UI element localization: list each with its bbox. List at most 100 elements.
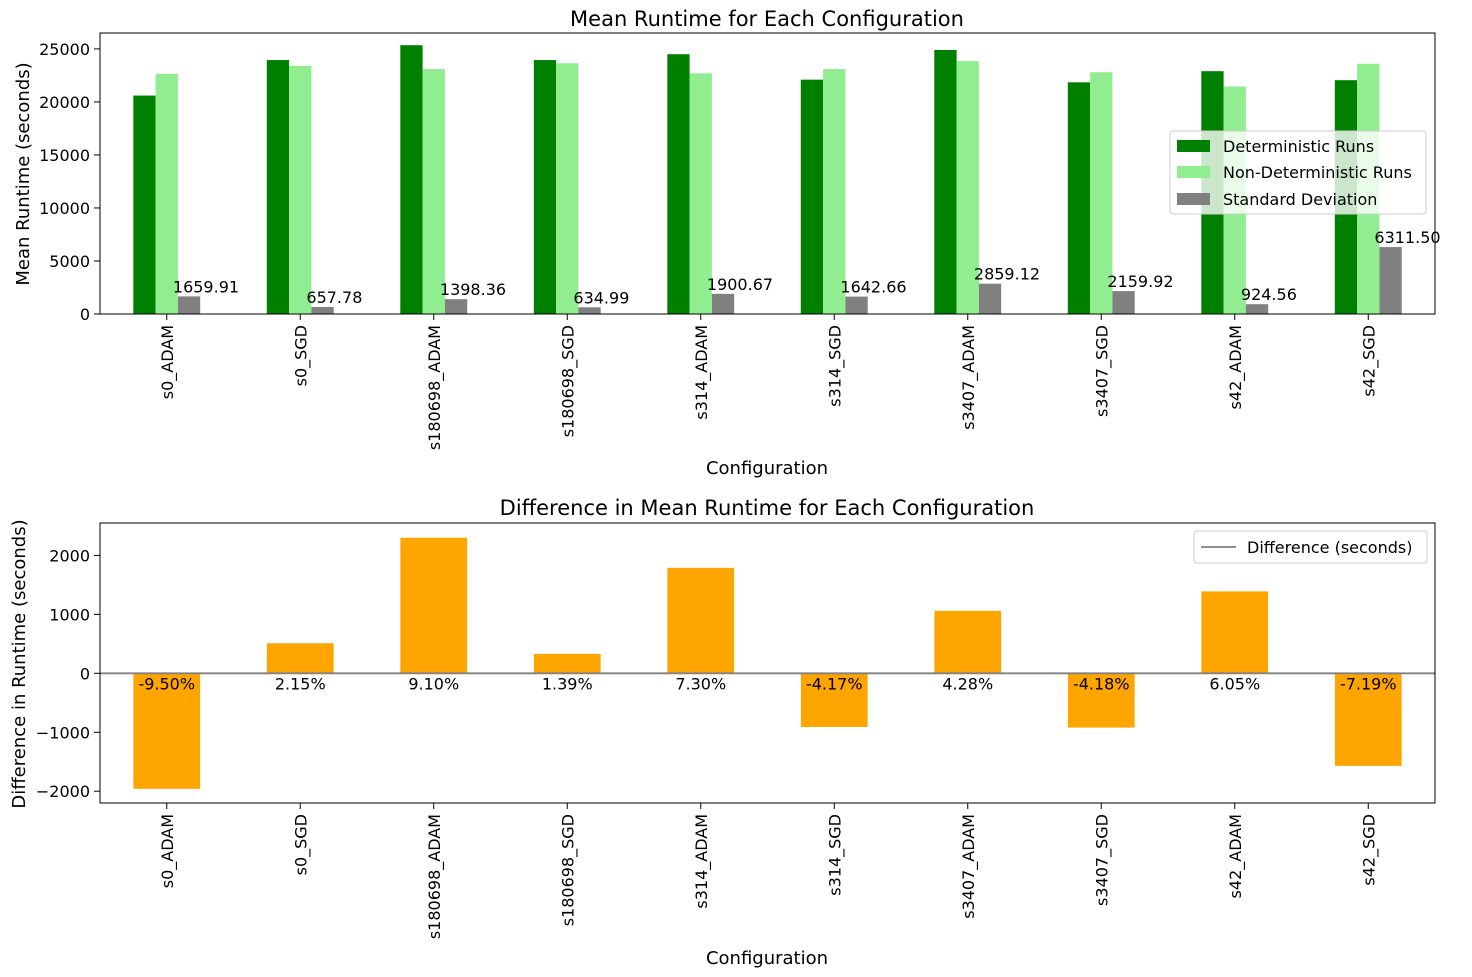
bar-non-deterministic [289, 65, 312, 314]
bar-non-deterministic [823, 69, 846, 315]
difference-bar [934, 610, 1002, 674]
bar-std-dev [578, 307, 601, 314]
x-tick-label: s314_SGD [825, 325, 845, 407]
percent-difference-label: 2.15% [275, 674, 326, 693]
bar-deterministic [400, 45, 423, 315]
x-tick-label: s3407_ADAM [959, 325, 979, 430]
y-tick-label: 20000 [39, 93, 90, 112]
y-tick-label: 25000 [39, 40, 90, 59]
x-tick-label: s314_SGD [825, 814, 845, 896]
bar-non-deterministic [956, 61, 979, 314]
difference-y-ticks: −2000 −1000 0 1000 2000 [36, 546, 100, 801]
x-tick-label: s42_ADAM [1226, 325, 1246, 409]
difference-bar [400, 537, 468, 674]
difference-bar [266, 643, 334, 674]
std-dev-value-label: 2159.92 [1107, 272, 1173, 291]
bar-non-deterministic [422, 69, 445, 315]
difference-bar [1067, 673, 1135, 728]
bar-std-dev [711, 293, 735, 314]
bar-non-deterministic [556, 63, 579, 314]
difference-bars [133, 537, 1402, 789]
y-tick-label: −2000 [36, 782, 90, 801]
percent-difference-label: 7.30% [675, 674, 726, 693]
runtime-y-axis-label: Mean Runtime (seconds) [13, 62, 34, 285]
difference-chart-title: Difference in Mean Runtime for Each Conf… [500, 496, 1035, 520]
std-dev-value-label: 2859.12 [974, 265, 1040, 284]
x-tick-label: s180698_ADAM [425, 325, 445, 450]
bar-deterministic [1067, 82, 1091, 314]
y-tick-label: 5000 [49, 252, 90, 271]
percent-difference-label: 1.39% [542, 674, 593, 693]
y-tick-label: −1000 [36, 723, 90, 742]
difference-x-ticks: s0_ADAM s0_SGD s180698_ADAM s180698_SGD s314… [158, 803, 1379, 939]
std-dev-value-label: 924.56 [1241, 285, 1297, 304]
runtime-legend: Deterministic Runs Non-Deterministic Run… [1169, 130, 1427, 215]
x-tick-label: s42_SGD [1359, 325, 1379, 397]
std-dev-value-label: 6311.50 [1374, 228, 1440, 247]
x-tick-label: s180698_SGD [558, 325, 578, 437]
difference-bar [133, 673, 201, 789]
bar-non-deterministic [155, 73, 178, 315]
x-tick-label: s314_ADAM [692, 814, 712, 909]
bar-deterministic [133, 95, 156, 315]
x-tick-label: s42_ADAM [1226, 814, 1246, 898]
legend-label-std-dev: Standard Deviation [1223, 190, 1377, 209]
percent-difference-label: -4.17% [806, 674, 863, 693]
std-dev-value-label: 1398.36 [440, 280, 506, 299]
difference-plot-frame [99, 522, 1436, 804]
x-tick-label: s0_ADAM [158, 325, 178, 399]
x-tick-label: s3407_SGD [1092, 325, 1112, 417]
runtime-y-ticks: 0 5000 10000 15000 20000 25000 [39, 40, 100, 324]
difference-bar [800, 673, 868, 727]
runtime-chart: Mean Runtime for Each Configuration Mean… [13, 7, 1441, 479]
difference-legend: Difference (seconds) [1193, 530, 1428, 564]
y-tick-label: 1000 [49, 605, 90, 624]
percent-difference-label: -9.50% [138, 674, 195, 693]
y-tick-label: 2000 [49, 546, 90, 565]
x-tick-label: s3407_ADAM [959, 814, 979, 919]
percent-difference-label: 9.10% [408, 674, 459, 693]
bar-non-deterministic [1090, 72, 1113, 314]
std-dev-value-label: 657.78 [306, 288, 362, 307]
difference-bar [533, 653, 601, 674]
bar-std-dev [845, 296, 868, 314]
std-dev-value-label: 1642.66 [840, 278, 906, 297]
runtime-plot-frame [99, 32, 1436, 315]
legend-label-non-deterministic: Non-Deterministic Runs [1223, 163, 1412, 182]
runtime-legend-box [1169, 130, 1427, 215]
bar-deterministic [800, 79, 824, 314]
bar-deterministic [533, 60, 557, 314]
y-tick-label: 0 [80, 305, 90, 324]
difference-bar [1334, 673, 1402, 766]
x-tick-label: s180698_SGD [558, 814, 578, 926]
bar-non-deterministic [689, 73, 712, 314]
x-tick-label: s42_SGD [1359, 814, 1379, 886]
x-tick-label: s314_ADAM [692, 325, 712, 420]
std-dev-value-label: 1900.67 [707, 275, 773, 294]
x-tick-label: s180698_ADAM [425, 814, 445, 939]
x-tick-label: s0_SGD [291, 814, 311, 875]
std-dev-value-label: 634.99 [573, 288, 629, 307]
bar-std-dev [1112, 291, 1135, 314]
runtime-x-ticks: s0_ADAM s0_SGD s180698_ADAM s180698_SGD s314… [158, 314, 1379, 450]
bar-std-dev [1379, 247, 1402, 314]
y-tick-label: 10000 [39, 199, 90, 218]
y-tick-label: 0 [80, 664, 90, 683]
bar-deterministic [934, 49, 957, 315]
difference-bar [1201, 591, 1269, 674]
bar-deterministic [266, 60, 290, 314]
runtime-x-axis-label: Configuration [706, 458, 828, 479]
difference-chart: Difference in Mean Runtime for Each Conf… [9, 496, 1436, 969]
x-tick-label: s0_SGD [291, 325, 311, 386]
difference-x-axis-label: Configuration [706, 948, 828, 969]
difference-annotations: -9.50% 2.15% 9.10% 1.39% 7.30% -4.17% 4.28% -4.… [138, 674, 1396, 693]
percent-difference-label: 4.28% [942, 674, 993, 693]
y-tick-label: 15000 [39, 146, 90, 165]
legend-swatch-deterministic [1177, 140, 1210, 152]
bar-std-dev [444, 299, 468, 314]
runtime-chart-title: Mean Runtime for Each Configuration [570, 7, 964, 31]
bar-deterministic [667, 54, 690, 314]
difference-legend-box [1193, 530, 1428, 564]
x-tick-label: s3407_SGD [1092, 814, 1112, 906]
